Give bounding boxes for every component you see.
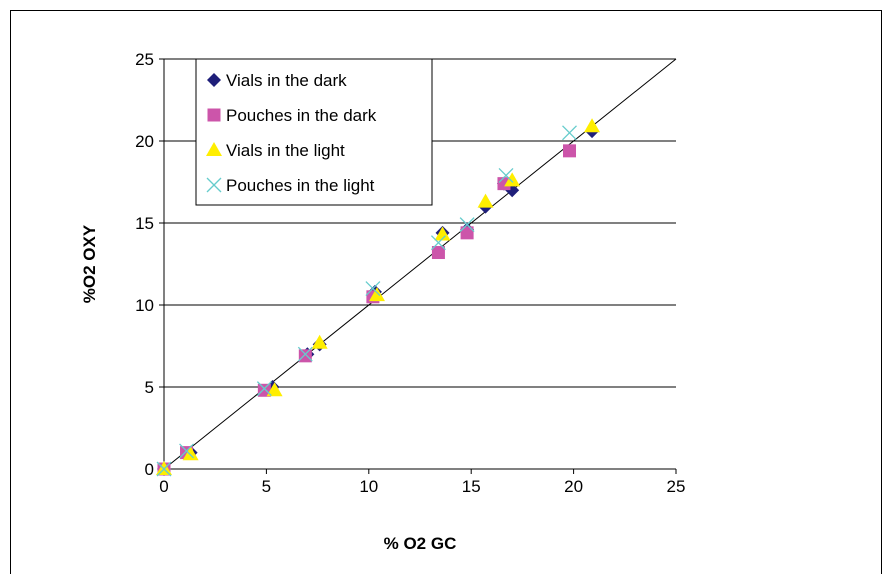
y-tick-label-25: 25 bbox=[135, 50, 154, 69]
point-vials-in-the-light-4 bbox=[368, 287, 385, 302]
x-tick-label-0: 0 bbox=[159, 477, 168, 496]
y-tick-label-0: 0 bbox=[145, 460, 154, 479]
point-pouches-in-the-light-1-stroke-b bbox=[179, 443, 194, 459]
legend-label-vials-in-the-light: Vials in the light bbox=[226, 141, 345, 160]
point-vials-in-the-light-3 bbox=[311, 334, 328, 349]
x-tick-label-5: 5 bbox=[262, 477, 271, 496]
y-axis-title: %O2 OXY bbox=[80, 224, 99, 303]
point-vials-in-the-light-7 bbox=[504, 172, 521, 187]
point-pouches-in-the-light-8-stroke-b bbox=[562, 125, 577, 141]
point-pouches-in-the-light-4-stroke-b bbox=[365, 281, 381, 297]
point-pouches-in-the-light-3 bbox=[297, 346, 313, 362]
legend-marker-pouches-in-the-dark bbox=[207, 108, 221, 122]
legend-label-pouches-in-the-dark: Pouches in the dark bbox=[226, 106, 377, 125]
point-vials-in-the-light-2 bbox=[266, 382, 283, 397]
legend-box bbox=[195, 58, 433, 206]
legend-marker-vials-in-the-dark bbox=[207, 73, 221, 87]
chart-frame bbox=[10, 10, 882, 574]
point-pouches-in-the-light-6 bbox=[459, 217, 475, 233]
point-pouches-in-the-dark-6 bbox=[460, 226, 474, 240]
legend-marker-pouches-in-the-light bbox=[206, 177, 222, 193]
point-vials-in-the-light-5 bbox=[434, 226, 451, 241]
legend: Vials in the dark Pouches in the dark Vial… bbox=[195, 58, 433, 206]
point-vials-in-the-light-6 bbox=[477, 193, 494, 208]
point-vials-in-the-light-0 bbox=[156, 461, 172, 475]
legend-marker-pouches-in-the-light-stroke-b bbox=[206, 177, 222, 193]
y-tick-label-15: 15 bbox=[135, 214, 154, 233]
y-tick-label-10: 10 bbox=[135, 296, 154, 315]
point-pouches-in-the-light-7-stroke-b bbox=[498, 167, 514, 183]
point-vials-in-the-light-1 bbox=[182, 446, 199, 461]
point-pouches-in-the-light-3-stroke-b bbox=[297, 346, 313, 362]
legend-label-pouches-in-the-light: Pouches in the light bbox=[226, 176, 375, 195]
x-tick-label-25: 25 bbox=[667, 477, 686, 496]
point-pouches-in-the-light-2-stroke-b bbox=[256, 381, 272, 397]
point-pouches-in-the-dark-3 bbox=[298, 349, 312, 363]
point-pouches-in-the-dark-5 bbox=[431, 246, 445, 260]
point-pouches-in-the-dark-2 bbox=[257, 383, 271, 397]
x-tick-label-20: 20 bbox=[564, 477, 583, 496]
point-pouches-in-the-light-4 bbox=[365, 281, 381, 297]
x-tick-label-10: 10 bbox=[359, 477, 378, 496]
legend-marker-vials-in-the-light bbox=[206, 142, 222, 156]
point-pouches-in-the-dark-8 bbox=[563, 144, 577, 158]
point-pouches-in-the-light-6-stroke-b bbox=[459, 217, 475, 233]
point-vials-in-the-light-8 bbox=[584, 118, 601, 133]
point-pouches-in-the-light-0 bbox=[156, 461, 172, 477]
legend-label-vials-in-the-dark: Vials in the dark bbox=[226, 71, 347, 90]
x-tick-label-15: 15 bbox=[462, 477, 481, 496]
point-pouches-in-the-light-1 bbox=[179, 443, 194, 459]
y-tick-label-5: 5 bbox=[145, 378, 154, 397]
tick-labels: 0 5 10 15 20 25 0 5 10 15 20 25 bbox=[135, 50, 685, 496]
y-tick-label-20: 20 bbox=[135, 132, 154, 151]
data-points bbox=[156, 118, 601, 477]
x-axis-title: % O2 GC bbox=[384, 534, 457, 553]
point-pouches-in-the-light-7 bbox=[498, 167, 514, 183]
point-pouches-in-the-light-8 bbox=[562, 125, 577, 141]
point-pouches-in-the-light-0-stroke-b bbox=[156, 461, 172, 477]
point-pouches-in-the-light-5 bbox=[430, 235, 446, 251]
point-pouches-in-the-light-2 bbox=[256, 381, 272, 397]
point-pouches-in-the-light-5-stroke-b bbox=[430, 235, 446, 251]
